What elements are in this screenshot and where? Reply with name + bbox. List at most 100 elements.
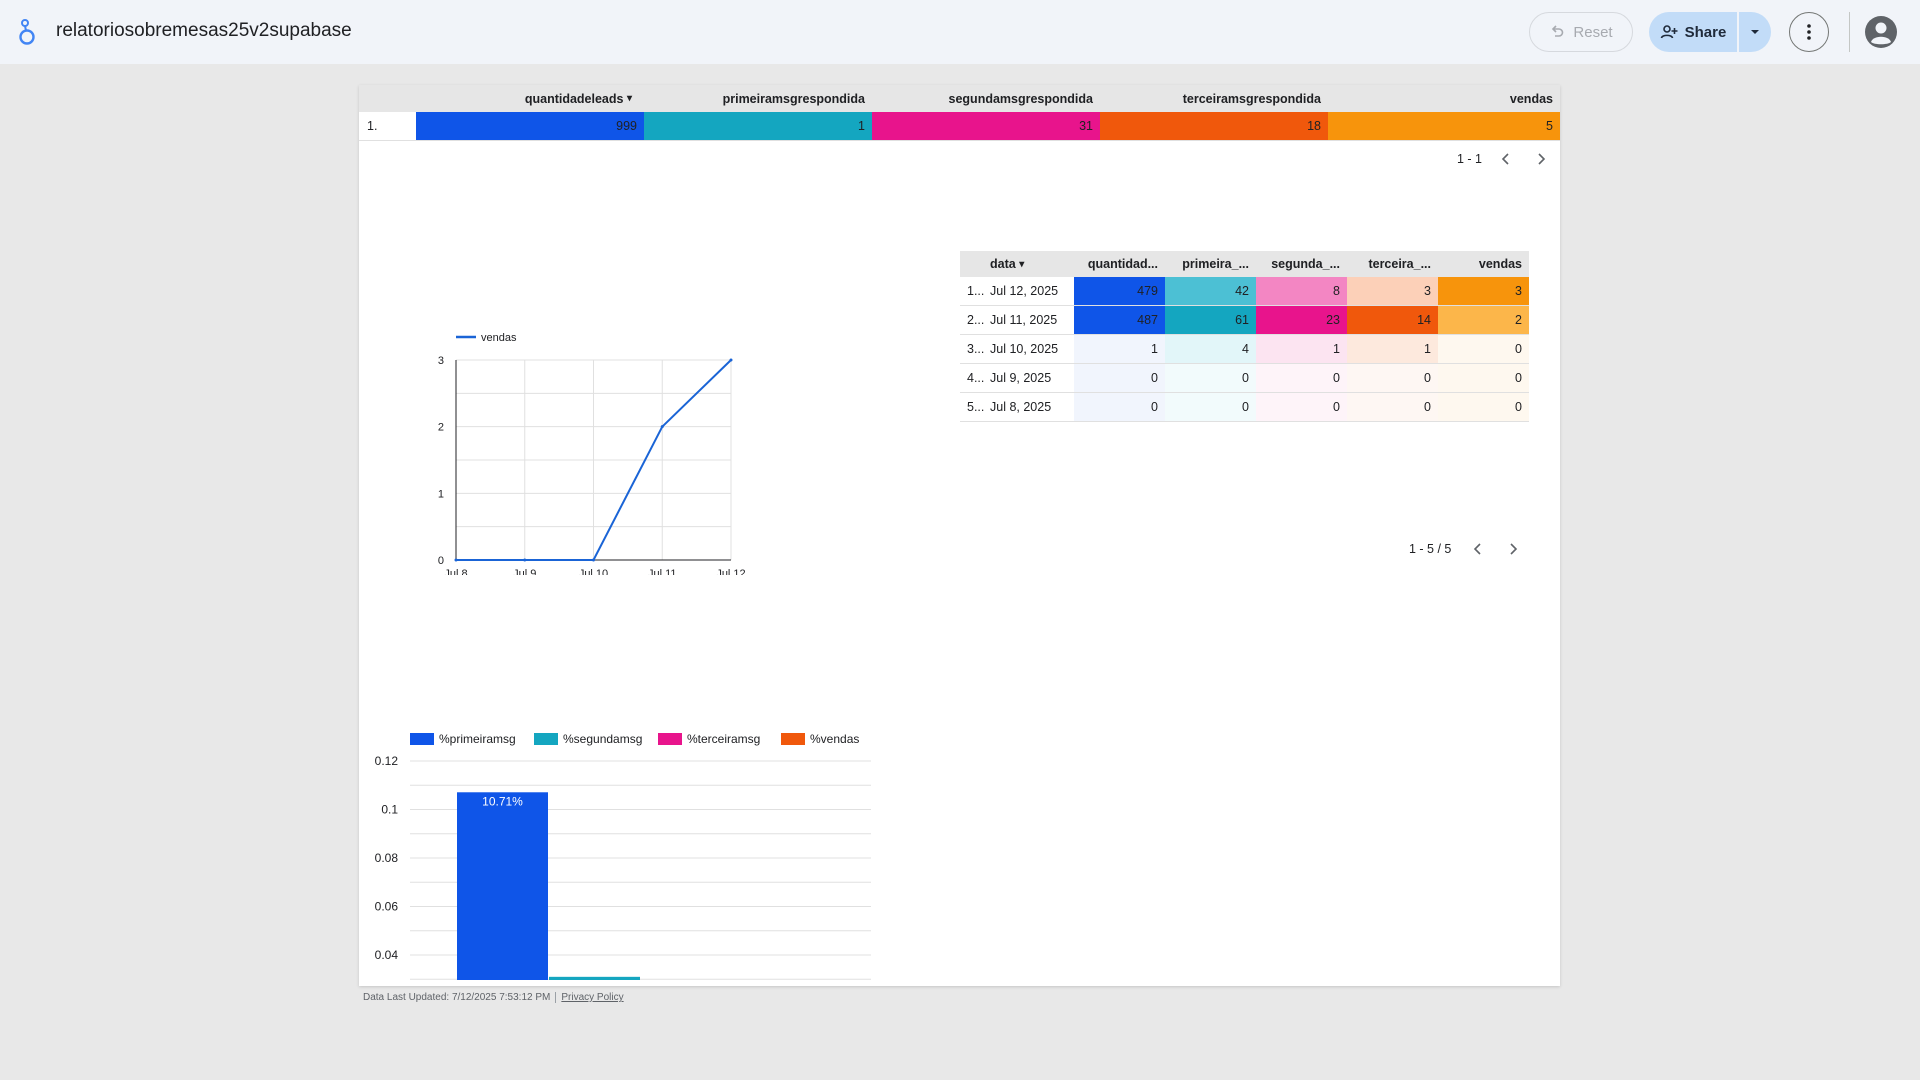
- bar-chart-bars: 10.71%3.1%1.8%0.5%999: [457, 792, 640, 980]
- report-title[interactable]: relatoriosobremesas25v2supabase: [56, 20, 352, 41]
- report-canvas: quantidadeleads ▾ primeiramsgrespondida …: [359, 85, 1560, 986]
- bar-chart-legend: %primeiramsg %segundamsg %terceiramsg %vend…: [410, 732, 859, 746]
- daily-cell-value: 61: [1165, 306, 1256, 334]
- sort-desc-icon: ▾: [1019, 258, 1025, 270]
- daily-header-data[interactable]: data ▾: [990, 257, 1025, 271]
- bar: [549, 976, 640, 980]
- add-person-icon: [1660, 25, 1678, 39]
- summary-cell-primeira: 1: [644, 112, 872, 140]
- share-dropdown-button[interactable]: [1739, 12, 1771, 52]
- reset-button[interactable]: Reset: [1529, 12, 1633, 52]
- summary-cell-vendas: 5: [1328, 112, 1560, 140]
- more-options-button[interactable]: [1789, 12, 1829, 52]
- summary-header-quantidadeleads[interactable]: quantidadeleads ▾: [524, 91, 632, 106]
- share-group: Share: [1649, 12, 1771, 52]
- summary-header-primeira[interactable]: primeiramsgrespondida: [722, 91, 865, 106]
- line-point: [660, 425, 664, 429]
- line-point: [523, 558, 527, 562]
- chevron-left-icon[interactable]: [1471, 542, 1485, 556]
- daily-cell-value: 2: [1438, 306, 1529, 334]
- privacy-policy-link[interactable]: Privacy Policy: [561, 992, 624, 1003]
- vendas-line-chart: vendas 0 1 2 3 Jul 8 Jul 9 Jul 10 Jul 11 Jul 12: [438, 332, 746, 575]
- daily-cell-value: 14: [1347, 306, 1438, 334]
- daily-table-row: 4... Jul 9, 2025 0 0 0 0 0: [960, 364, 1529, 393]
- daily-table: data ▾ quantidad... primeira_... segunda…: [960, 251, 1529, 423]
- daily-cell-value: 0: [1438, 393, 1529, 421]
- daily-cell-date: Jul 10, 2025: [990, 342, 1059, 356]
- undo-icon: [1552, 25, 1564, 37]
- daily-table-row: 5... Jul 8, 2025 0 0 0 0 0: [960, 393, 1529, 422]
- bar-y-tick-label: 0.04: [375, 948, 399, 962]
- row-index: 1.: [367, 119, 378, 133]
- daily-table-body: 1... Jul 12, 2025 479 42 8 3 3 2... Jul 11, 2025…: [960, 277, 1529, 423]
- summary-header-terceira[interactable]: terceiramsgrespondida: [1182, 91, 1321, 106]
- summary-header-segunda[interactable]: segundamsgrespondida: [948, 91, 1093, 106]
- chevron-right-icon[interactable]: [1534, 152, 1548, 166]
- bar: [457, 792, 548, 980]
- legend-swatch: [781, 733, 805, 745]
- daily-table-header: data ▾ quantidad... primeira_... segunda…: [960, 251, 1529, 277]
- daily-cell-date: Jul 9, 2025: [990, 371, 1052, 385]
- account-avatar-icon[interactable]: [1864, 15, 1898, 49]
- daily-cell-value: 23: [1256, 306, 1347, 334]
- daily-cell-value: 0: [1256, 393, 1347, 421]
- legend-swatch: [410, 733, 434, 745]
- bar-y-tick-label: 0.1: [381, 803, 398, 817]
- row-index: 5...: [967, 400, 985, 414]
- bar-y-tick-label: 0.08: [375, 851, 399, 865]
- summary-pagination: 1 - 1: [1457, 150, 1557, 168]
- summary-table-row: 1. 999 1 31 18 5: [359, 112, 1560, 141]
- legend-label: %vendas: [810, 732, 859, 746]
- chevron-left-icon[interactable]: [1499, 152, 1513, 166]
- daily-table-row: 2... Jul 11, 2025 487 61 23 14 2: [960, 306, 1529, 335]
- summary-header-vendas[interactable]: vendas: [1509, 91, 1553, 106]
- daily-header-segunda[interactable]: segunda_...: [1271, 257, 1340, 271]
- line-x-tick-label: Jul 11: [648, 568, 677, 575]
- conversion-bar-chart: %primeiramsg %segundamsg %terceiramsg %vend…: [375, 732, 871, 980]
- daily-cell-value: 0: [1165, 364, 1256, 392]
- daily-header-quantidade[interactable]: quantidad...: [1087, 257, 1158, 271]
- daily-cell-value: 0: [1438, 335, 1529, 363]
- caret-down-icon: [1751, 30, 1759, 34]
- data-last-updated: Data Last Updated: 7/12/2025 7:53:12 PM: [363, 992, 551, 1003]
- chevron-right-icon[interactable]: [1506, 542, 1520, 556]
- daily-cell-value: 0: [1347, 364, 1438, 392]
- daily-cell-value: 0: [1347, 393, 1438, 421]
- summary-table-header: quantidadeleads ▾ primeiramsgrespondida …: [359, 85, 1560, 112]
- daily-header-terceira[interactable]: terceira_...: [1368, 257, 1431, 271]
- legend-label: %primeiramsg: [439, 732, 516, 746]
- legend-label-vendas: vendas: [481, 332, 517, 344]
- row-index: 1...: [967, 284, 985, 298]
- daily-cell-value: 42: [1165, 277, 1256, 305]
- legend-swatch: [534, 733, 558, 745]
- line-x-tick-label: Jul 9: [513, 568, 536, 575]
- line-x-tick-label: Jul 10: [579, 568, 608, 575]
- daily-header-vendas[interactable]: vendas: [1478, 257, 1522, 271]
- looker-studio-logo-icon[interactable]: [16, 18, 38, 46]
- line-chart-y-axis: 0 1 2 3: [438, 355, 444, 567]
- daily-header-primeira[interactable]: primeira_...: [1182, 257, 1249, 271]
- row-index: 4...: [967, 371, 985, 385]
- summary-cell-segunda: 31: [872, 112, 1100, 140]
- daily-pagination: 1 - 5 / 5: [1409, 540, 1529, 558]
- reset-label: Reset: [1573, 23, 1613, 41]
- line-chart-legend: vendas: [456, 332, 517, 344]
- line-x-tick-label: Jul 8: [444, 568, 467, 575]
- bar-data-label: 10.71%: [482, 794, 523, 808]
- line-y-tick-label: 2: [438, 422, 444, 434]
- daily-cell-value: 3: [1438, 277, 1529, 305]
- line-y-tick-label: 3: [438, 355, 444, 367]
- summary-page-range: 1 - 1: [1457, 152, 1483, 166]
- toolbar-divider: [1849, 12, 1850, 52]
- line-chart-x-axis: Jul 8 Jul 9 Jul 10 Jul 11 Jul 12: [444, 568, 745, 575]
- line-point: [729, 358, 733, 362]
- sort-desc-icon: ▾: [626, 93, 632, 104]
- line-point: [454, 558, 458, 562]
- share-button[interactable]: Share: [1649, 12, 1737, 52]
- daily-cell-date: Jul 12, 2025: [990, 284, 1059, 298]
- daily-table-row: 3... Jul 10, 2025 1 4 1 1 0: [960, 335, 1529, 364]
- daily-cell-value: 487: [1074, 306, 1165, 334]
- bar-y-tick-label: 0.12: [375, 754, 399, 768]
- daily-cell-date: Jul 11, 2025: [990, 313, 1058, 327]
- daily-cell-value: 1: [1256, 335, 1347, 363]
